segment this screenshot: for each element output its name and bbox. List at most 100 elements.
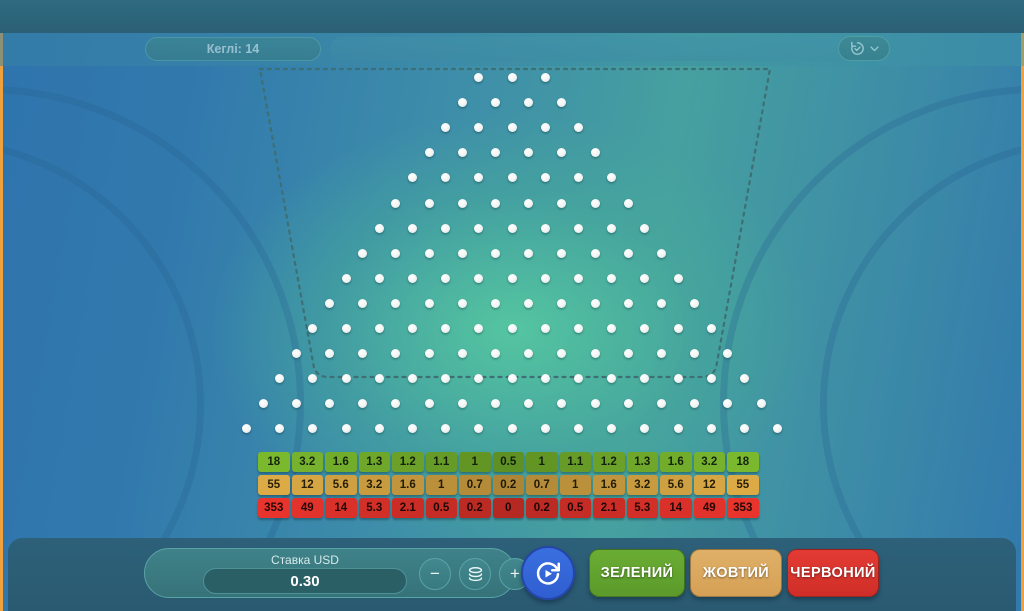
multiplier-row-yellow: 55 12 5.6 3.2 1.6 1 0.7 0.2 0.7 1 1.6 3.2 5.6 12 55 xyxy=(258,475,759,495)
peg xyxy=(507,374,517,384)
peg xyxy=(374,424,384,434)
multiplier-cell: 12 xyxy=(693,475,725,495)
peg xyxy=(706,324,716,333)
multiplier-cell: 0.5 xyxy=(425,498,457,518)
multiplier-cell: 14 xyxy=(660,498,692,518)
bet-decrease-button[interactable]: − xyxy=(419,558,451,590)
peg xyxy=(723,399,733,409)
peg xyxy=(590,399,600,409)
peg xyxy=(457,248,467,258)
peg xyxy=(723,349,733,359)
peg xyxy=(291,349,301,359)
bet-amount-input[interactable]: 0.30 xyxy=(203,568,407,594)
peg xyxy=(424,298,434,308)
peg xyxy=(656,298,666,308)
bet-presets-button[interactable] xyxy=(459,558,491,590)
peg xyxy=(407,173,417,183)
risk-red-button[interactable]: ЧЕРВОНИЙ xyxy=(787,549,879,597)
multiplier-cell: 1.6 xyxy=(325,452,357,472)
peg xyxy=(656,349,666,359)
peg xyxy=(241,424,251,434)
multiplier-cell: 14 xyxy=(325,498,357,518)
risk-yellow-label: ЖОВТИЙ xyxy=(702,565,770,581)
peg xyxy=(474,73,484,82)
peg xyxy=(690,298,700,308)
left-edge-stripe xyxy=(0,0,3,611)
peg xyxy=(424,248,434,258)
peg xyxy=(573,173,583,183)
peg xyxy=(690,349,700,359)
peg xyxy=(640,223,650,233)
peg xyxy=(358,349,368,359)
peg xyxy=(540,424,550,434)
multiplier-cell: 0.7 xyxy=(526,475,558,495)
peg xyxy=(457,399,467,409)
multiplier-cell: 55 xyxy=(727,475,759,495)
peg xyxy=(507,123,517,133)
multiplier-cell: 0.5 xyxy=(559,498,591,518)
peg xyxy=(773,424,783,434)
multiplier-cell: 49 xyxy=(291,498,323,518)
peg xyxy=(640,424,650,434)
risk-red-label: ЧЕРВОНИЙ xyxy=(790,565,876,581)
peg xyxy=(258,399,268,409)
peg xyxy=(457,198,467,208)
multiplier-cell: 2.1 xyxy=(392,498,424,518)
multiplier-cell: 353 xyxy=(258,498,290,518)
peg xyxy=(573,324,583,333)
peg xyxy=(490,248,500,258)
multiplier-cell: 1.6 xyxy=(392,475,424,495)
peg xyxy=(507,173,517,183)
risk-green-button[interactable]: ЗЕЛЕНИЙ xyxy=(589,549,685,597)
peg xyxy=(507,223,517,233)
peg xyxy=(407,324,417,333)
peg xyxy=(524,399,534,409)
peg xyxy=(308,324,318,333)
peg xyxy=(540,123,550,133)
peg xyxy=(308,424,318,434)
peg xyxy=(540,374,550,384)
peg xyxy=(607,273,617,283)
auto-play-icon xyxy=(536,562,560,585)
multiplier-cell: 1 xyxy=(559,475,591,495)
peg xyxy=(457,98,467,108)
peg xyxy=(690,399,700,409)
multiplier-row-green: 18 3.2 1.6 1.3 1.2 1.1 1 0.5 1 1.1 1.2 1.3 1.6 3.2 18 xyxy=(258,452,759,472)
peg xyxy=(490,98,500,108)
peg xyxy=(374,273,384,283)
peg xyxy=(490,399,500,409)
peg xyxy=(275,374,285,384)
multiplier-cell: 1.3 xyxy=(358,452,390,472)
peg xyxy=(391,198,401,208)
bet-control-group: Ставка USD 0.30 − + xyxy=(144,548,531,598)
multiplier-cell: 1.6 xyxy=(593,475,625,495)
minus-icon: − xyxy=(430,564,440,583)
risk-yellow-button[interactable]: ЖОВТИЙ xyxy=(690,549,782,597)
peg xyxy=(540,273,550,283)
peg xyxy=(590,248,600,258)
peg xyxy=(607,324,617,333)
peg xyxy=(739,374,749,384)
auto-play-button[interactable] xyxy=(521,546,575,600)
peg xyxy=(341,424,351,434)
peg xyxy=(540,73,550,82)
peg xyxy=(490,198,500,208)
peg xyxy=(640,273,650,283)
peg xyxy=(490,298,500,308)
peg xyxy=(524,98,534,108)
multiplier-cell: 0.2 xyxy=(526,498,558,518)
peg xyxy=(391,399,401,409)
multiplier-cell: 3.2 xyxy=(291,452,323,472)
peg xyxy=(524,349,534,359)
multiplier-cell: 1 xyxy=(526,452,558,472)
multiplier-cell: 2.1 xyxy=(593,498,625,518)
peg xyxy=(407,424,417,434)
multiplier-cell: 1.3 xyxy=(626,452,658,472)
peg xyxy=(524,148,534,158)
multiplier-cell: 55 xyxy=(258,475,290,495)
multiplier-cell: 1.1 xyxy=(559,452,591,472)
peg xyxy=(640,374,650,384)
multiplier-cell: 18 xyxy=(258,452,290,472)
peg xyxy=(540,223,550,233)
peg xyxy=(524,248,534,258)
